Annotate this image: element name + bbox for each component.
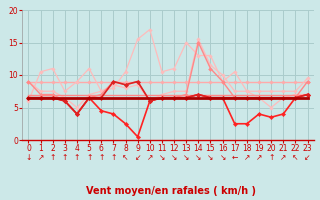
Text: Vent moyen/en rafales ( km/h ): Vent moyen/en rafales ( km/h ) [86, 186, 256, 196]
Text: ↗: ↗ [244, 153, 250, 162]
Text: ↘: ↘ [220, 153, 226, 162]
Text: ↘: ↘ [159, 153, 165, 162]
Text: ↑: ↑ [268, 153, 274, 162]
Text: ↖: ↖ [122, 153, 129, 162]
Text: ↑: ↑ [86, 153, 92, 162]
Text: ↗: ↗ [256, 153, 262, 162]
Text: ↑: ↑ [98, 153, 104, 162]
Text: ↑: ↑ [62, 153, 68, 162]
Text: ↘: ↘ [171, 153, 177, 162]
Text: ↙: ↙ [304, 153, 311, 162]
Text: ↑: ↑ [74, 153, 80, 162]
Text: ↗: ↗ [280, 153, 286, 162]
Text: ↗: ↗ [147, 153, 153, 162]
Text: ↙: ↙ [134, 153, 141, 162]
Text: ↗: ↗ [37, 153, 44, 162]
Text: ↑: ↑ [50, 153, 56, 162]
Text: ↘: ↘ [195, 153, 202, 162]
Text: ↓: ↓ [25, 153, 32, 162]
Text: ↘: ↘ [183, 153, 189, 162]
Text: ↑: ↑ [110, 153, 116, 162]
Text: ↘: ↘ [207, 153, 214, 162]
Text: ←: ← [232, 153, 238, 162]
Text: ↖: ↖ [292, 153, 299, 162]
